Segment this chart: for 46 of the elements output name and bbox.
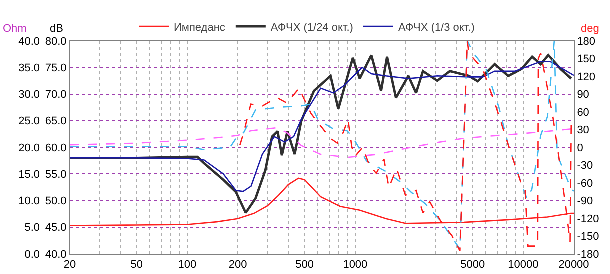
legend-label: АФЧХ (1/3 окт.): [398, 22, 475, 34]
y2-tick-label: 55.0: [45, 168, 67, 181]
y3-axis-title: deg: [581, 23, 600, 35]
y3-tick-label: -30: [577, 160, 594, 172]
x-tick-label: 100: [178, 259, 197, 272]
y2-tick-label: 65.0: [45, 116, 67, 128]
y-tick-label: 30.0: [18, 89, 40, 102]
y-tick-label: 0.0: [24, 248, 40, 261]
x-tick-label: 20: [64, 259, 76, 272]
y3-tick-label: 60: [577, 106, 590, 119]
y2-axis-title: dB: [50, 23, 64, 35]
x-tick-label: 10000: [508, 259, 539, 272]
y2-tick-label: 60.0: [45, 142, 67, 154]
y2-tick-label: 50.0: [45, 196, 67, 208]
y3-tick-label: -180: [577, 248, 600, 261]
legend-label: Импеданс: [174, 22, 226, 34]
y2-tick-label: 40.0: [45, 248, 67, 261]
y-tick-label: 35.0: [18, 62, 40, 74]
y3-tick-label: -120: [577, 213, 600, 226]
y-tick-label: 10.0: [18, 196, 40, 208]
y3-tick-label: -60: [577, 178, 594, 190]
y2-tick-label: 80.0: [45, 36, 67, 48]
y-tick-label: 15.0: [18, 168, 40, 181]
y3-tick-label: -150: [577, 231, 600, 244]
x-tick-label: 50: [130, 259, 143, 272]
y3-tick-label: 150: [577, 54, 596, 66]
y-tick-label: 25.0: [18, 116, 40, 128]
y3-tick-label: 90: [577, 89, 590, 102]
y-tick-label: 20.0: [18, 142, 40, 154]
y-axis-title: Ohm: [3, 23, 27, 35]
y-tick-label: 5.0: [24, 222, 40, 234]
y3-tick-label: 0: [577, 142, 584, 154]
y3-tick-label: 30: [577, 124, 590, 137]
y3-tick-label: 120: [577, 71, 596, 84]
y2-tick-label: 75.0: [45, 62, 67, 74]
y-tick-label: 40.0: [18, 36, 40, 48]
legend-label: АФЧХ (1/24 окт.): [270, 22, 354, 34]
y2-tick-label: 70.0: [45, 89, 67, 102]
x-tick-label: 20000: [558, 259, 590, 272]
x-tick-label: 500: [296, 259, 314, 272]
y3-tick-label: -90: [577, 196, 594, 208]
x-tick-label: 200: [228, 259, 248, 272]
x-tick-label: 5000: [460, 259, 486, 272]
y3-tick-label: 180: [577, 36, 596, 48]
x-tick-label: 1000: [343, 259, 368, 272]
y2-tick-label: 45.0: [45, 222, 67, 234]
